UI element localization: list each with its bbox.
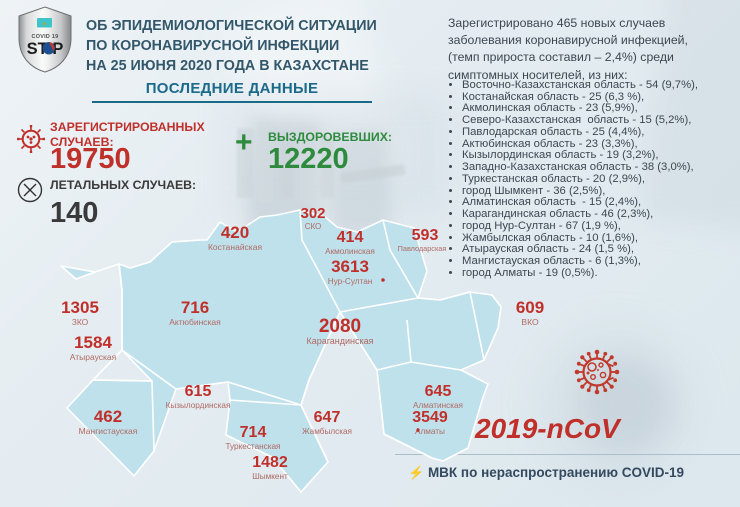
svg-text:Атырауская: Атырауская xyxy=(70,352,117,362)
svg-text:Павлодарская: Павлодарская xyxy=(398,244,447,253)
svg-text:716: 716 xyxy=(181,298,209,317)
svg-text:714: 714 xyxy=(240,424,267,441)
svg-text:1305: 1305 xyxy=(61,298,99,317)
svg-text:ЗКО: ЗКО xyxy=(72,317,89,327)
svg-text:609: 609 xyxy=(516,298,544,317)
svg-text:420: 420 xyxy=(221,223,249,242)
svg-text:2080: 2080 xyxy=(319,316,361,337)
svg-text:1584: 1584 xyxy=(74,333,112,352)
svg-text:Актюбинская: Актюбинская xyxy=(169,317,221,327)
svg-text:Шымкент: Шымкент xyxy=(252,472,288,481)
svg-text:Жамбылская: Жамбылская xyxy=(302,427,352,436)
svg-text:645: 645 xyxy=(425,383,452,400)
svg-text:Кызылординская: Кызылординская xyxy=(166,401,231,410)
svg-text:Акмолинская: Акмолинская xyxy=(325,247,375,256)
svg-text:1482: 1482 xyxy=(252,454,288,471)
svg-text:Карагандинская: Карагандинская xyxy=(306,336,373,346)
svg-text:593: 593 xyxy=(412,227,439,244)
svg-text:Туркестанская: Туркестанская xyxy=(226,442,281,451)
svg-text:3549: 3549 xyxy=(412,409,448,426)
svg-text:Нур-Султан: Нур-Султан xyxy=(328,277,373,286)
svg-text:Мангистауская: Мангистауская xyxy=(79,426,138,436)
svg-text:СКО: СКО xyxy=(305,222,322,231)
svg-text:615: 615 xyxy=(185,383,212,400)
svg-text:414: 414 xyxy=(337,229,364,246)
svg-text:462: 462 xyxy=(94,407,122,426)
svg-text:302: 302 xyxy=(300,205,325,222)
svg-text:ВКО: ВКО xyxy=(521,317,539,327)
svg-text:Костанайская: Костанайская xyxy=(208,242,263,252)
svg-text:3613: 3613 xyxy=(331,257,369,276)
svg-text:Алматы: Алматы xyxy=(415,427,445,436)
svg-text:647: 647 xyxy=(314,409,341,426)
